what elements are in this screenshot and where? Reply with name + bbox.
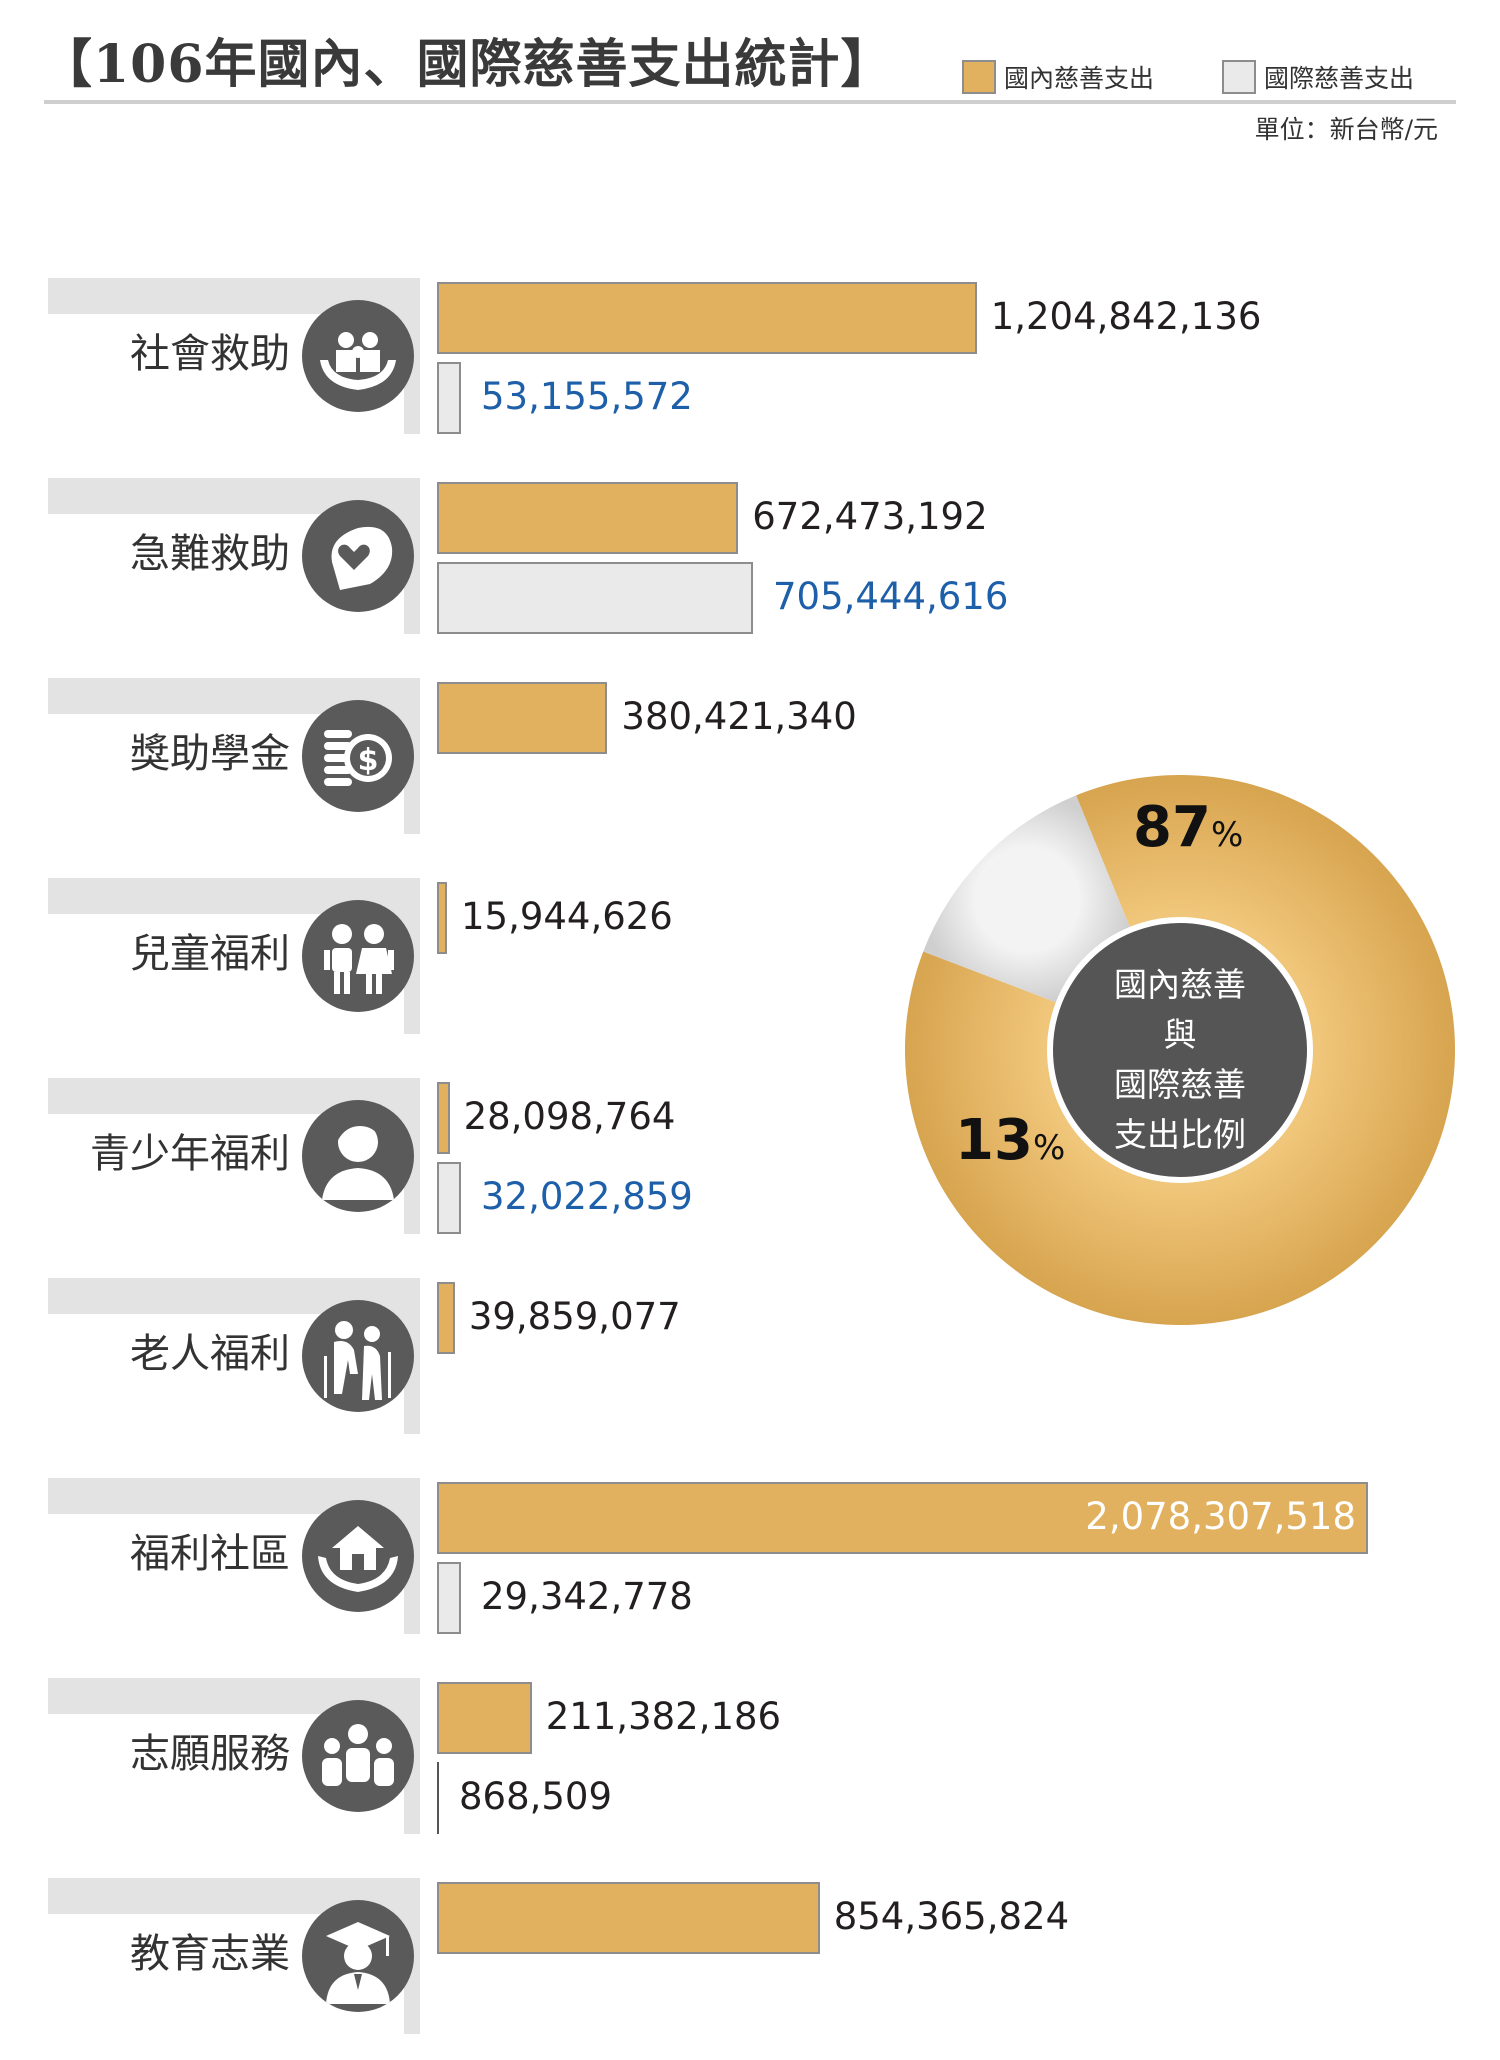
legend-international-label: 國際慈善支出 — [1264, 64, 1415, 93]
bar-domestic — [437, 282, 977, 354]
value-label-domestic: 2,078,307,518 — [1085, 1495, 1356, 1538]
donut-label-international: 13% — [955, 1108, 1065, 1173]
bar-domestic — [437, 482, 739, 554]
title-divider — [44, 100, 1456, 104]
donut-label-international-value: 13 — [955, 1108, 1033, 1173]
category-label: 福利社區 — [130, 1531, 290, 1577]
category-label: 社會救助 — [130, 331, 290, 377]
category-label: 教育志業 — [130, 1931, 290, 1977]
bar-domestic — [437, 1482, 1368, 1554]
family-in-hands-icon — [302, 300, 414, 412]
bar-international — [437, 562, 753, 634]
donut-svg — [904, 775, 1455, 1325]
donut-label-domestic-value: 87 — [1133, 795, 1211, 860]
value-label-domestic: 211,382,186 — [545, 1695, 782, 1738]
bar-domestic — [437, 682, 608, 754]
category-label: 青少年福利 — [90, 1131, 290, 1177]
bar-domestic — [437, 1282, 455, 1354]
legend-swatch-international — [1222, 60, 1256, 94]
bar-international — [437, 1562, 461, 1634]
bar-domestic — [437, 1682, 532, 1754]
bar-domestic — [437, 1882, 820, 1954]
category-tab — [48, 878, 420, 1034]
value-label-domestic: 1,204,842,136 — [990, 295, 1262, 338]
donut-slice-international — [923, 795, 1131, 1004]
page-title: 【106年國內、國際慈善支出統計】 — [40, 34, 894, 95]
bar-domestic — [437, 1082, 450, 1154]
category-label: 志願服務 — [130, 1731, 290, 1777]
value-label-domestic: 672,473,192 — [752, 495, 988, 538]
legend-swatch-domestic — [962, 60, 996, 94]
category-tab — [48, 278, 420, 434]
legend-international: 國際慈善支出 — [1222, 60, 1414, 94]
category-label: 獎助學金 — [130, 731, 290, 777]
donut-hole — [1047, 917, 1313, 1183]
donut-center-line-3: 支出比例 — [1114, 1115, 1246, 1154]
category-tab — [48, 1478, 420, 1634]
percent-sign: % — [1032, 1128, 1066, 1168]
category-tab — [48, 1078, 420, 1234]
value-label-international: 705,444,616 — [773, 575, 1009, 618]
coins-icon: $ — [302, 700, 414, 812]
donut-center-label: 國內慈善與 國際慈善 支出比例 — [1105, 960, 1255, 1160]
bar-domestic — [437, 882, 447, 954]
donut-center-line-2: 國際慈善 — [1114, 1065, 1246, 1104]
volunteers-group-icon — [302, 1700, 414, 1812]
value-label-international: 868,509 — [459, 1775, 613, 1818]
category-tab — [48, 1278, 420, 1434]
elderly-couple-icon — [302, 1300, 414, 1412]
value-label-domestic: 39,859,077 — [468, 1295, 681, 1338]
category-tab — [48, 478, 420, 634]
bar-international — [437, 1762, 439, 1834]
legend-domestic: 國內慈善支出 — [962, 60, 1154, 94]
house-in-hands-icon — [302, 1500, 414, 1612]
value-label-international: 32,022,859 — [481, 1175, 693, 1218]
category-label: 老人福利 — [130, 1331, 290, 1377]
unit-note: 單位：新台幣/元 — [1254, 115, 1438, 144]
value-label-domestic: 380,421,340 — [621, 695, 857, 738]
category-tab — [48, 1678, 420, 1834]
value-label-domestic: 854,365,824 — [833, 1895, 1070, 1938]
graduate-icon — [302, 1900, 414, 2012]
category-label: 急難救助 — [130, 531, 290, 577]
value-label-domestic: 28,098,764 — [463, 1095, 676, 1138]
value-label-international: 53,155,572 — [481, 375, 693, 418]
legend-domestic-label: 國內慈善支出 — [1004, 64, 1155, 93]
category-tab — [48, 1878, 420, 2034]
svg-text:$: $ — [358, 743, 379, 778]
category-tab — [48, 678, 420, 834]
donut-center-line-1: 國內慈善與 — [1114, 965, 1246, 1054]
youth-icon — [302, 1100, 414, 1212]
heart-in-hand-icon — [302, 500, 414, 612]
value-label-international: 29,342,778 — [481, 1575, 693, 1618]
children-icon — [302, 900, 414, 1012]
donut-slice-domestic — [904, 775, 1455, 1325]
bar-international — [437, 1162, 461, 1234]
bar-international — [437, 362, 461, 434]
percent-sign: % — [1210, 815, 1244, 855]
category-label: 兒童福利 — [130, 931, 290, 977]
donut-label-domestic: 87% — [1133, 795, 1243, 860]
value-label-domestic: 15,944,626 — [461, 895, 673, 938]
